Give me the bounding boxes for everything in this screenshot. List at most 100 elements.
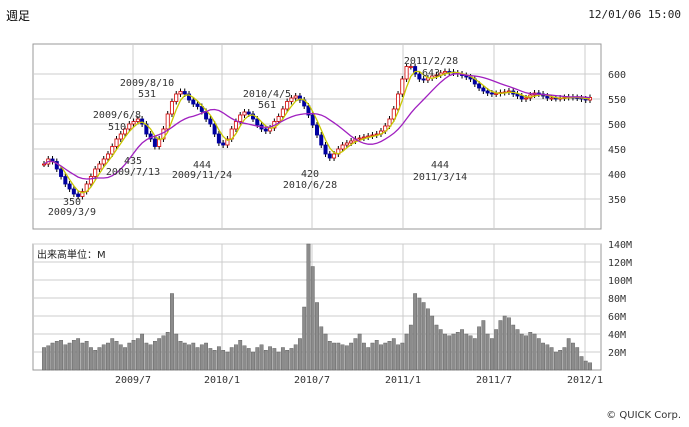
candle-body [221, 142, 226, 146]
volume-bar [276, 351, 281, 371]
volume-bar [536, 338, 541, 371]
volume-bar [549, 347, 554, 371]
candle-body [80, 191, 85, 197]
candle-body [357, 137, 362, 140]
volume-bar [272, 348, 277, 371]
volume-bar [332, 342, 336, 371]
x-tick-label: 2009/7 [115, 375, 151, 386]
price-tick-label: 350 [608, 195, 626, 206]
volume-bar [336, 342, 341, 371]
volume-bar [161, 335, 166, 371]
volume-bar [63, 344, 68, 371]
candle-body [396, 93, 401, 110]
volume-bar [323, 333, 328, 371]
volume-bar [400, 342, 405, 371]
candle-body [387, 118, 392, 127]
candle-body [242, 111, 247, 116]
volume-bar [426, 308, 430, 371]
candle-body [297, 95, 302, 101]
candle-body [118, 133, 123, 140]
candle-body [442, 71, 447, 74]
volume-bar [118, 344, 123, 371]
volume-bar [413, 293, 418, 371]
annotation-date: 2009/3/9 [48, 207, 96, 218]
candle-body [545, 95, 550, 99]
volume-bar [545, 344, 550, 371]
candle-body [105, 153, 110, 160]
candle-body [101, 158, 106, 165]
candle-body [332, 153, 337, 159]
candle-body [59, 168, 64, 177]
annotation-value: 510 [108, 122, 126, 133]
annotation-value: 643 [422, 68, 440, 79]
candle-body [477, 83, 482, 89]
x-tick-label: 2010/7 [294, 375, 330, 386]
volume-bar [84, 341, 89, 371]
price-tick-label: 600 [608, 70, 626, 81]
annotation-date: 2009/6/8 [93, 110, 141, 121]
volume-bar [583, 360, 588, 371]
volume-bar [472, 338, 477, 371]
candle-body [71, 188, 76, 195]
candle-body [340, 144, 345, 150]
candle-body [306, 105, 311, 116]
volume-bar [195, 347, 200, 371]
volume-tick-label: 20M [608, 348, 626, 359]
volume-bar [524, 335, 528, 371]
volume-bar [144, 342, 149, 371]
volume-bar [340, 344, 345, 371]
volume-bar [67, 342, 72, 371]
volume-bar [204, 342, 208, 371]
volume-bar [42, 347, 46, 371]
candle-body [97, 163, 102, 170]
volume-tick-label: 100M [608, 276, 632, 287]
volume-bar [212, 350, 217, 371]
candle-body [208, 118, 213, 125]
volume-bar [370, 342, 375, 371]
candle-body [195, 103, 200, 107]
volume-bar [430, 315, 435, 371]
volume-bar [221, 350, 226, 371]
volume-bar [396, 344, 400, 371]
x-tick-label: 2012/1 [567, 375, 603, 386]
volume-bar [532, 333, 537, 371]
candle-body [481, 87, 486, 92]
candle-body [404, 66, 409, 80]
candle-body [212, 123, 217, 135]
volume-bar [417, 297, 422, 371]
candle-body [285, 101, 290, 110]
candle-body [524, 97, 529, 100]
candle-body [319, 134, 324, 146]
candle-body [391, 108, 396, 120]
volume-bar [362, 342, 366, 371]
annotation-value: 531 [138, 89, 156, 100]
candle-body [549, 97, 554, 100]
volume-tick-label: 80M [608, 294, 626, 305]
candle-body [114, 138, 119, 147]
volume-bar [566, 338, 571, 371]
volume-bar [135, 338, 140, 371]
volume-bar [268, 346, 272, 371]
volume-bar [46, 345, 51, 371]
volume-bar [148, 344, 153, 371]
volume-bar [114, 341, 119, 371]
candle-body [233, 121, 238, 130]
volume-bar [357, 333, 362, 371]
volume-bar [76, 338, 81, 371]
volume-bar [216, 346, 221, 371]
volume-bar [498, 320, 503, 371]
volume-bar [80, 342, 85, 371]
x-tick-label: 2010/1 [204, 375, 240, 386]
volume-bar [481, 320, 486, 371]
volume-bar [468, 335, 473, 371]
candle-body [93, 168, 98, 177]
candle-body [519, 95, 524, 100]
volume-bar [187, 344, 191, 371]
volume-title: 出来高単位：M [37, 248, 106, 261]
candle-body [238, 114, 243, 122]
volume-bar [485, 333, 490, 371]
candle-body [187, 93, 192, 101]
candle-body [246, 111, 251, 115]
candle-body [216, 133, 221, 144]
volume-bar [208, 348, 213, 371]
